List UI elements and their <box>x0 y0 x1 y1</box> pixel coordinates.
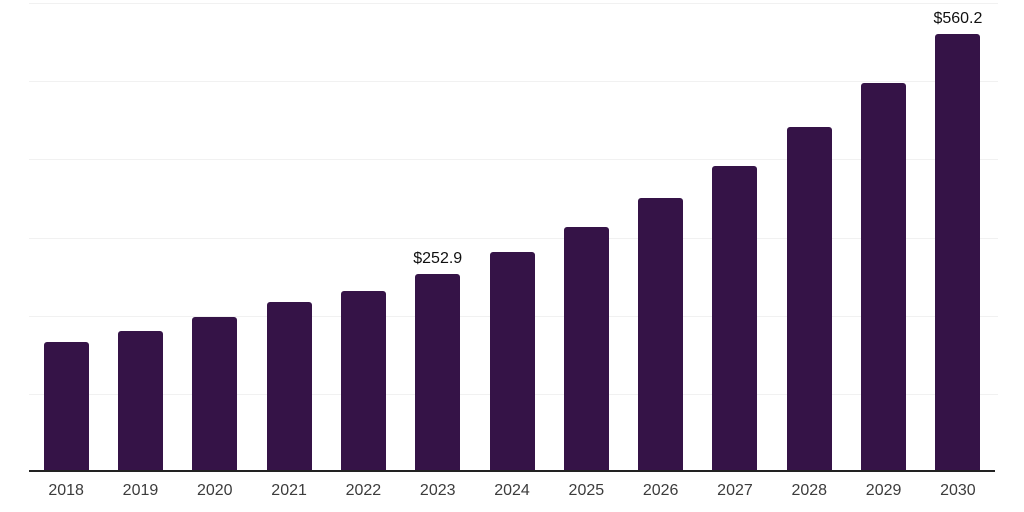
bar-2029 <box>861 82 907 472</box>
bar-group-2018 <box>29 3 103 472</box>
bar-2026 <box>638 198 684 472</box>
bar-2030 <box>935 34 981 472</box>
bar-2025 <box>563 227 609 472</box>
x-tick-label-2025: 2025 <box>568 482 605 499</box>
x-tick-label-2030: 2030 <box>940 482 976 499</box>
gridline <box>29 3 998 4</box>
bar-group-2027 <box>698 3 772 472</box>
x-tick-label-2021: 2021 <box>271 482 307 499</box>
x-tick-label-2028: 2028 <box>791 482 828 499</box>
bar-group-2024 <box>475 3 549 472</box>
bar-2019 <box>117 331 163 472</box>
bar-group-2026 <box>624 3 698 472</box>
bar-group-2022 <box>326 3 400 472</box>
plot-area: $252.9 $560.2 <box>29 3 998 472</box>
bar-value-label: $252.9 <box>413 250 463 268</box>
bar-2020 <box>192 317 238 472</box>
x-tick-label-2023: 2023 <box>419 482 456 499</box>
bar-group-2029 <box>846 3 920 472</box>
bar-group-2021 <box>252 3 326 472</box>
x-axis: 2018 2019 2020 2021 2022 2023 2024 2025 2026 2027… <box>29 483 995 499</box>
bar-2021 <box>266 302 312 472</box>
bar-2024 <box>489 252 535 472</box>
x-tick-label-2019: 2019 <box>122 482 159 499</box>
x-tick-label-2029: 2029 <box>865 482 902 499</box>
bars-row: $252.9 $560.2 <box>29 3 995 472</box>
x-tick-label-2027: 2027 <box>717 482 753 499</box>
gridline <box>29 237 998 239</box>
bar-2028 <box>786 127 832 472</box>
bar-2018 <box>43 342 89 472</box>
bar-group-2019 <box>103 3 177 472</box>
bar-group-2030: $560.2 <box>921 3 995 472</box>
bar-group-2025 <box>549 3 623 472</box>
bar-group-2023: $252.9 <box>401 3 475 472</box>
x-tick-label-2026: 2026 <box>642 482 679 499</box>
bar-2023 <box>415 274 461 472</box>
bar-value-label: $560.2 <box>933 10 983 28</box>
gridline <box>29 81 998 83</box>
x-tick-label-2024: 2024 <box>494 482 530 499</box>
x-tick-label-2022: 2022 <box>345 482 382 499</box>
x-tick-label-2020: 2020 <box>196 482 233 499</box>
bar-group-2020 <box>178 3 252 472</box>
bar-2027 <box>712 166 758 472</box>
gridline <box>29 159 998 161</box>
x-axis-line <box>29 470 995 472</box>
bar-group-2028 <box>772 3 846 472</box>
x-tick-label-2018: 2018 <box>48 482 84 499</box>
bar-2022 <box>340 290 386 472</box>
